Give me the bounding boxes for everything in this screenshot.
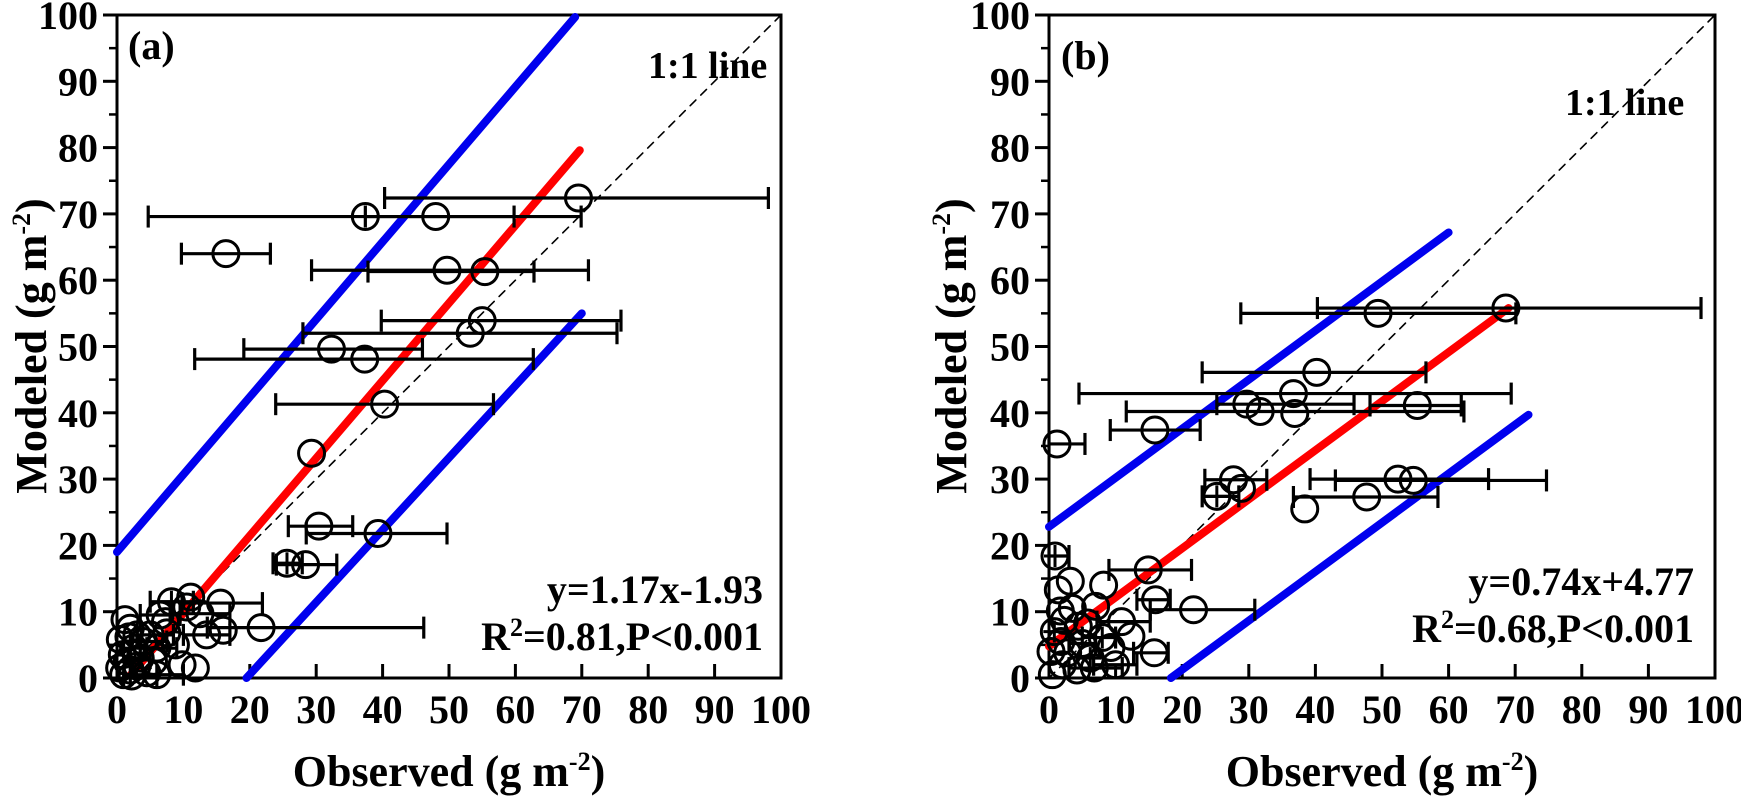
panel-a-label: (a) bbox=[128, 23, 175, 68]
svg-text:20: 20 bbox=[990, 523, 1030, 568]
svg-text:100: 100 bbox=[38, 0, 98, 38]
y-axis-sup-b: -2 bbox=[927, 212, 956, 235]
r2-line-b: R2=0.68,P<0.001 bbox=[1412, 605, 1694, 657]
x-axis-title-a: Observed (g m-2) bbox=[292, 747, 606, 796]
svg-text:40: 40 bbox=[58, 391, 98, 436]
svg-text:80: 80 bbox=[1562, 687, 1602, 732]
svg-text:60: 60 bbox=[990, 258, 1030, 303]
y-axis-title-a: Modeled (g m-2) bbox=[7, 198, 56, 494]
svg-text:0: 0 bbox=[107, 687, 127, 732]
svg-text:80: 80 bbox=[628, 687, 668, 732]
svg-text:0: 0 bbox=[1010, 656, 1030, 701]
svg-text:100: 100 bbox=[1685, 687, 1741, 732]
svg-text:40: 40 bbox=[1295, 687, 1335, 732]
svg-text:50: 50 bbox=[429, 687, 469, 732]
svg-text:80: 80 bbox=[58, 126, 98, 171]
svg-text:60: 60 bbox=[1429, 687, 1469, 732]
svg-text:30: 30 bbox=[296, 687, 336, 732]
svg-text:100: 100 bbox=[970, 0, 1030, 38]
r2-base-b: R bbox=[1412, 606, 1441, 651]
svg-text:10: 10 bbox=[1096, 687, 1136, 732]
x-axis-sup-b: -2 bbox=[1501, 747, 1524, 776]
svg-text:90: 90 bbox=[990, 59, 1030, 104]
svg-text:10: 10 bbox=[163, 687, 203, 732]
svg-text:50: 50 bbox=[1362, 687, 1402, 732]
svg-text:50: 50 bbox=[990, 325, 1030, 370]
regression-equation-a: y=1.17x-1.93 bbox=[546, 567, 763, 612]
equation-block-b: y=0.74x+4.77 R2=0.68,P<0.001 bbox=[1412, 558, 1694, 657]
svg-text:30: 30 bbox=[990, 457, 1030, 502]
svg-text:90: 90 bbox=[58, 59, 98, 104]
svg-text:100: 100 bbox=[751, 687, 811, 732]
regression-equation-b: y=0.74x+4.77 bbox=[1468, 559, 1694, 604]
svg-text:70: 70 bbox=[1495, 687, 1535, 732]
svg-text:60: 60 bbox=[58, 258, 98, 303]
svg-text:10: 10 bbox=[58, 590, 98, 635]
x-axis-title-b: Observed (g m-2) bbox=[1225, 747, 1539, 796]
x-axis-sup-a: -2 bbox=[568, 747, 591, 776]
svg-text:70: 70 bbox=[562, 687, 602, 732]
svg-text:40: 40 bbox=[363, 687, 403, 732]
svg-text:0: 0 bbox=[78, 656, 98, 701]
panel-b-label: (b) bbox=[1061, 33, 1110, 78]
svg-text:90: 90 bbox=[1628, 687, 1668, 732]
svg-text:10: 10 bbox=[990, 590, 1030, 635]
one-to-one-label-b: 1:1 line bbox=[1565, 82, 1685, 124]
r2-line-a: R2=0.81,P<0.001 bbox=[481, 613, 763, 665]
one-to-one-label-a: 1:1 line bbox=[648, 45, 768, 87]
r2-rest-a: =0.81,P<0.001 bbox=[522, 614, 763, 659]
svg-text:30: 30 bbox=[1229, 687, 1269, 732]
y-axis-title-b: Modeled (g m-2) bbox=[927, 198, 976, 494]
y-axis-sup-a: -2 bbox=[7, 212, 36, 235]
r2-sup-a: 2 bbox=[509, 613, 523, 642]
svg-text:80: 80 bbox=[990, 126, 1030, 171]
r2-sup-b: 2 bbox=[1440, 605, 1454, 634]
svg-text:40: 40 bbox=[990, 391, 1030, 436]
svg-text:30: 30 bbox=[58, 457, 98, 502]
svg-text:0: 0 bbox=[1039, 687, 1059, 732]
svg-text:90: 90 bbox=[695, 687, 735, 732]
svg-text:20: 20 bbox=[58, 523, 98, 568]
svg-text:60: 60 bbox=[495, 687, 535, 732]
equation-block-a: y=1.17x-1.93 R2=0.81,P<0.001 bbox=[481, 566, 763, 665]
r2-base-a: R bbox=[481, 614, 510, 659]
r2-rest-b: =0.68,P<0.001 bbox=[1453, 606, 1694, 651]
svg-text:70: 70 bbox=[58, 192, 98, 237]
svg-text:20: 20 bbox=[1162, 687, 1202, 732]
svg-text:20: 20 bbox=[230, 687, 270, 732]
svg-text:70: 70 bbox=[990, 192, 1030, 237]
svg-text:50: 50 bbox=[58, 325, 98, 370]
